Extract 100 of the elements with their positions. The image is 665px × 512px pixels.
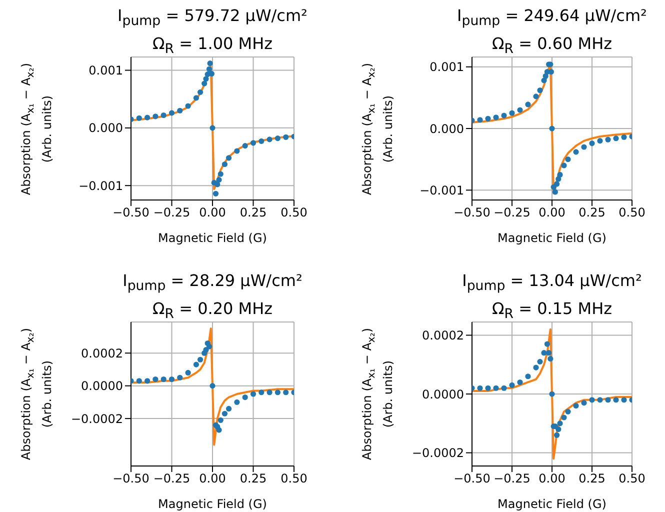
x-tick-label: 0.00 [538,472,566,486]
y-tick-label: 0.0000 [422,387,464,402]
x-axis-title: Magnetic Field (G) [498,231,606,245]
point [525,102,531,108]
x-axis-title: Magnetic Field (G) [158,231,267,245]
point [136,378,142,384]
point [210,383,216,389]
y-tick-label: −0.0002 [70,412,123,426]
point [242,394,248,400]
point [218,417,224,423]
y-tick-label: 0.000 [430,122,464,136]
x-tick-label: 0.00 [199,472,226,486]
point [613,397,619,403]
point [517,107,523,113]
x-tick-label: 0.50 [618,206,646,220]
point [283,134,289,140]
point [266,390,272,396]
point [546,350,552,356]
point [168,376,175,382]
point [152,376,158,382]
point [234,148,240,154]
point [589,397,595,403]
point [542,73,548,79]
point [216,177,222,183]
y-tick-label: −0.0002 [412,446,464,460]
x-tick-label: 0.00 [199,206,226,220]
x-tick-label: −0.25 [494,206,530,220]
point [206,66,212,72]
y-tick-label: 0.001 [88,64,123,78]
point [493,385,499,391]
point [160,376,166,382]
point [203,76,209,82]
point [581,400,587,406]
x-tick-label: 0.25 [240,206,267,220]
point [208,70,214,77]
point [552,189,558,195]
point [193,95,199,101]
point [493,114,499,120]
point [597,138,603,144]
point [561,414,567,420]
point [218,171,224,177]
point [160,112,166,118]
y-tick-label: −0.001 [78,178,123,193]
x-tick-label: 0.25 [578,206,606,220]
point [274,136,280,142]
x-tick-label: 0.50 [618,472,646,486]
point [274,390,280,396]
y-tick-label: 0.000 [88,121,123,136]
point [283,390,289,396]
point [621,397,627,403]
x-tick-label: 0.25 [578,472,606,486]
point [136,115,142,121]
point [554,181,560,187]
point [605,136,611,142]
point [477,117,483,123]
point [144,114,150,120]
point [509,382,515,388]
point [573,402,579,409]
x-tick-label: −0.25 [153,472,190,486]
point [234,399,240,405]
y-tick-label: −0.001 [420,183,464,198]
point [144,378,150,384]
point [177,108,183,114]
point [621,134,627,140]
point [533,94,539,100]
point [581,144,587,150]
point [258,390,264,396]
point [501,385,507,391]
point [557,420,563,426]
point [203,347,209,353]
point [197,89,204,95]
point [565,156,571,162]
point [152,114,158,120]
y-tick-label: 0.0000 [81,379,123,394]
x-tick-label: 0.25 [240,472,267,486]
point [477,385,483,391]
point [226,406,232,412]
point [168,110,175,116]
point [485,385,491,391]
point [485,116,491,122]
point [207,60,213,66]
point [573,149,579,155]
point [509,110,515,116]
y-tick-label: 0.001 [430,60,464,74]
x-tick-label: −0.50 [454,472,490,486]
point [193,362,199,368]
point [222,410,228,416]
x-axis-title: Magnetic Field (G) [158,497,267,511]
point [258,138,264,144]
point [549,391,555,397]
point [250,391,256,397]
point [222,161,228,168]
point [212,190,219,196]
point [185,103,191,109]
point [525,374,531,380]
point [605,397,611,403]
point [202,80,208,86]
point [250,140,256,146]
point [533,364,539,370]
point [561,162,567,168]
